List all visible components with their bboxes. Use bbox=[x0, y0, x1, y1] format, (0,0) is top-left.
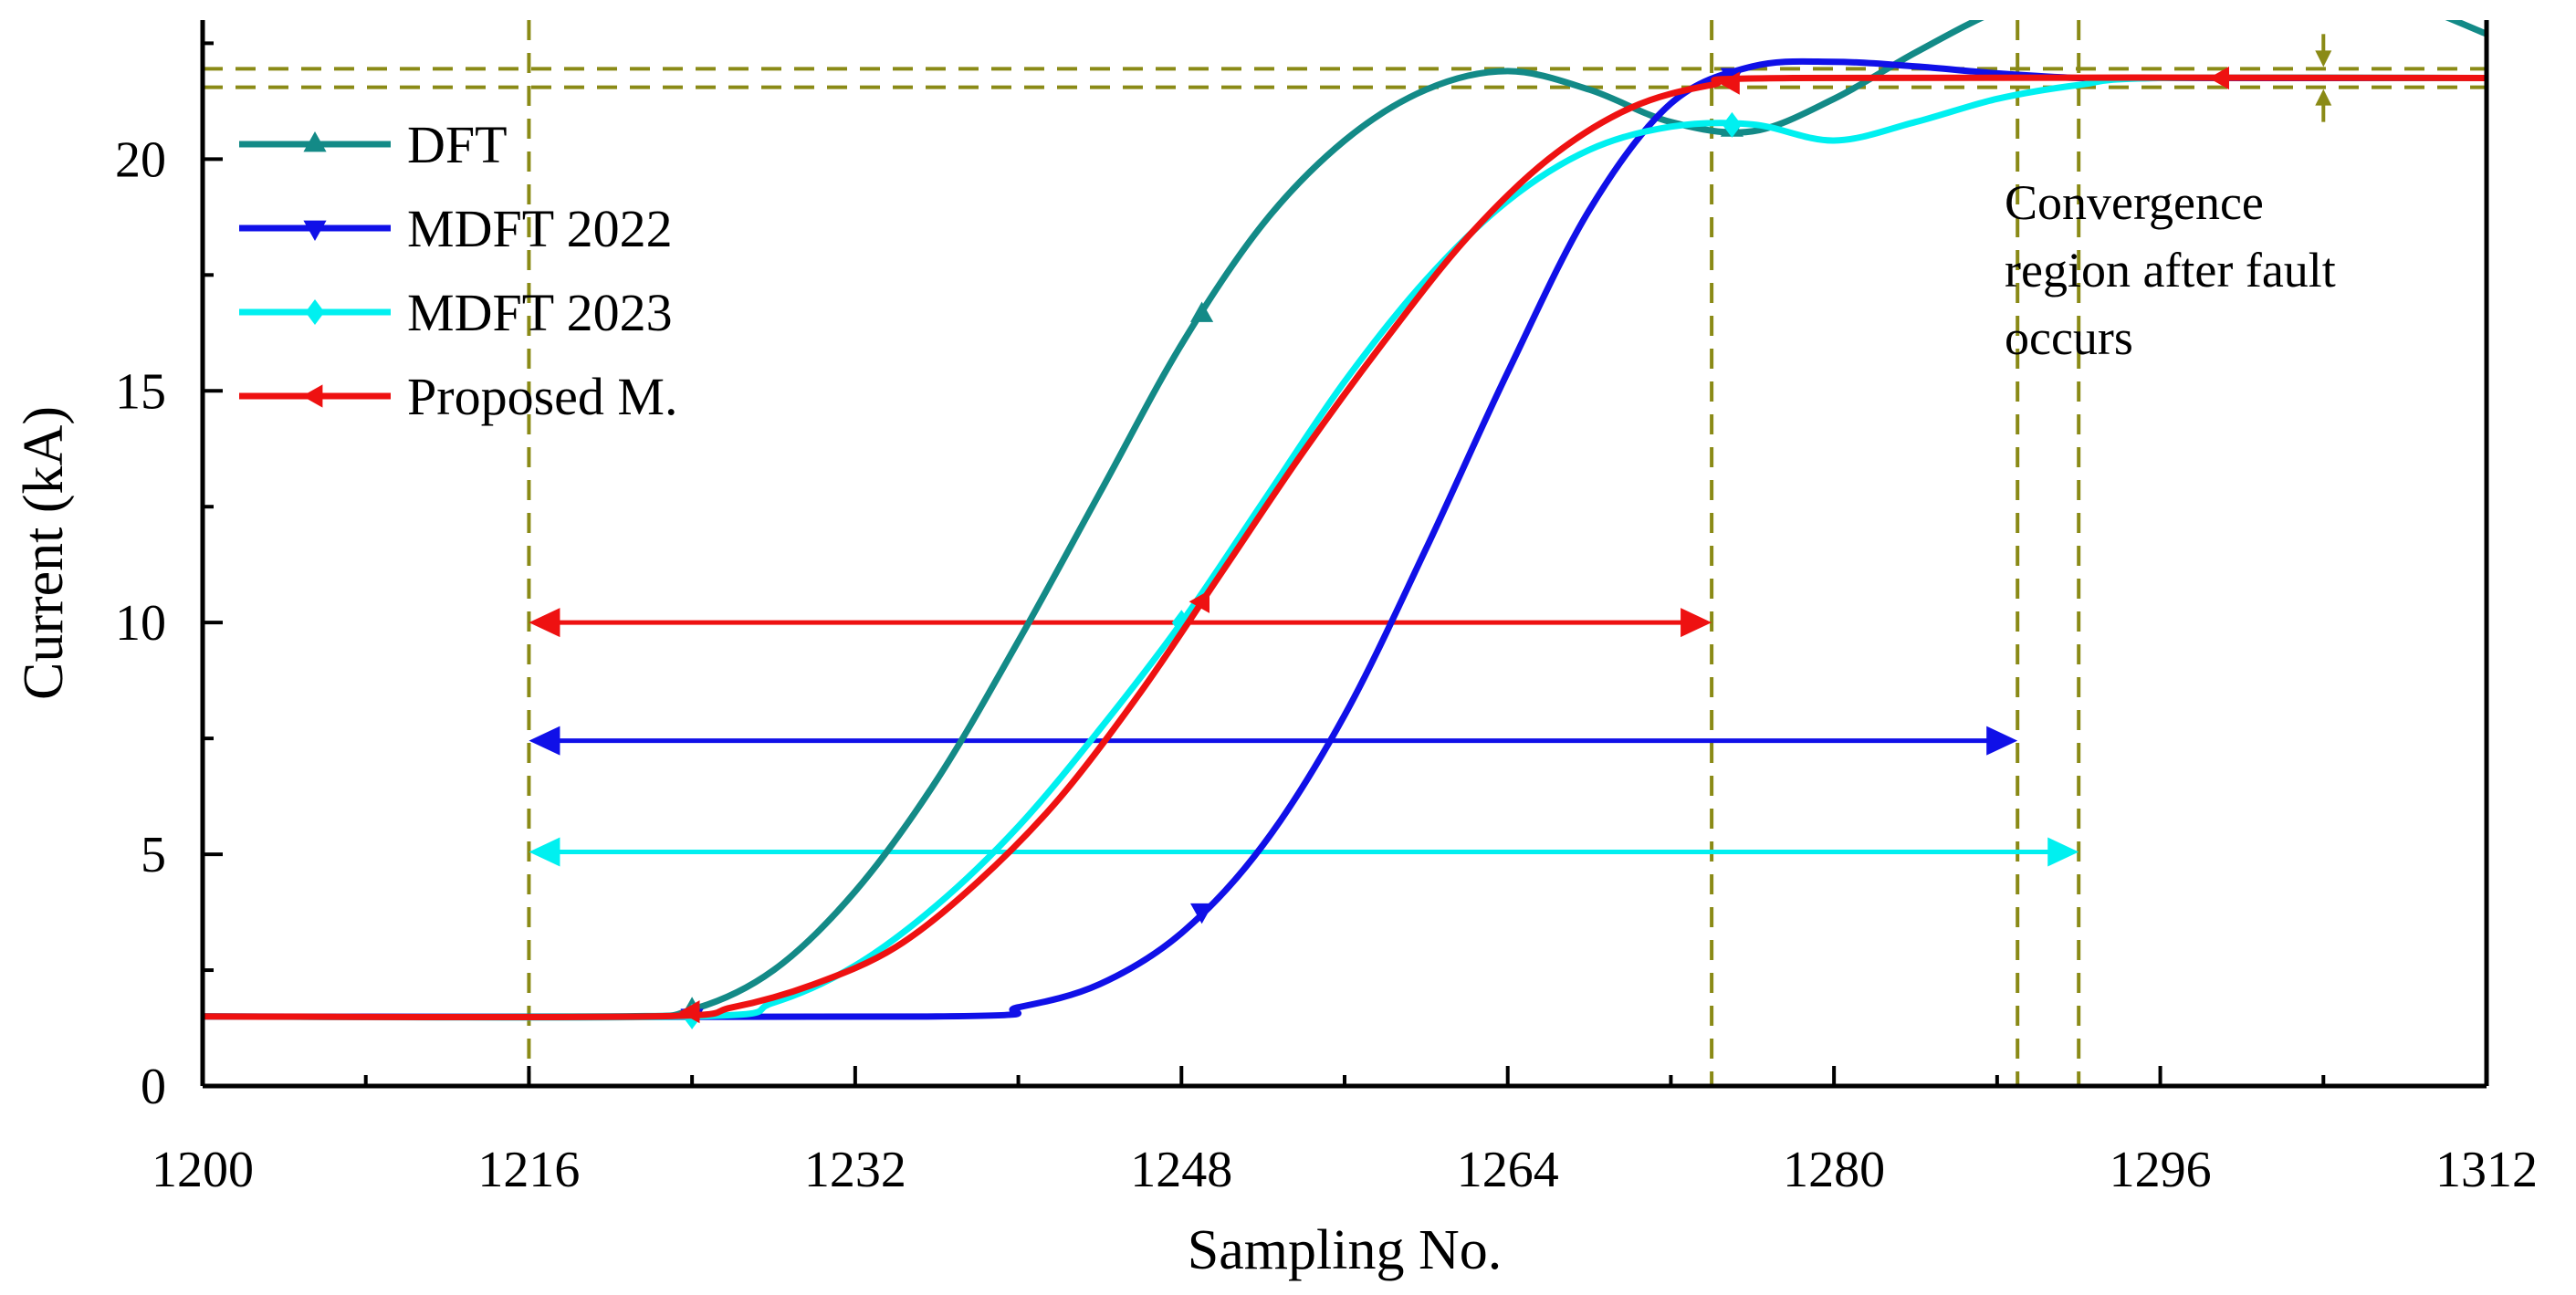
x-ticks: 1200 1216 1232 1248 1264 1280 1296 1312 bbox=[152, 1066, 2538, 1198]
x-tick-label: 1264 bbox=[1457, 1142, 1559, 1198]
band-arrow-head bbox=[2315, 50, 2332, 68]
band-arrow-head bbox=[2315, 89, 2332, 106]
convergence-arrow-head bbox=[529, 726, 560, 756]
tolerance-band-marker bbox=[2315, 34, 2332, 122]
series-marker bbox=[679, 1000, 700, 1024]
convergence-arrows bbox=[529, 608, 2079, 867]
y-ticks: 0 5 10 15 20 bbox=[115, 41, 223, 1115]
x-tick-label: 1216 bbox=[477, 1142, 580, 1198]
series-marker bbox=[1190, 301, 1214, 322]
x-tick-label: 1280 bbox=[1783, 1142, 1885, 1198]
legend-label: MDFT 2022 bbox=[407, 199, 673, 258]
series-lines bbox=[203, 20, 2487, 1029]
series-marker bbox=[1719, 71, 1740, 95]
series-line bbox=[203, 57, 2487, 1021]
x-tick-label: 1232 bbox=[804, 1142, 906, 1198]
y-tick-label: 20 bbox=[115, 131, 166, 188]
legend-label: Proposed M. bbox=[407, 367, 677, 426]
y-axis-title: Current (kA) bbox=[13, 406, 75, 700]
x-tick-label: 1296 bbox=[2110, 1142, 2212, 1198]
series-line bbox=[203, 74, 2487, 1021]
series-line bbox=[203, 20, 2487, 1020]
annotation-line-2: region after fault bbox=[2005, 243, 2336, 298]
convergence-arrow-head bbox=[529, 608, 560, 638]
legend-label: MDFT 2023 bbox=[407, 283, 673, 342]
y-tick-label: 5 bbox=[141, 827, 166, 883]
convergence-arrow-head bbox=[529, 837, 560, 867]
series-marker bbox=[1189, 590, 1209, 613]
y-tick-label: 15 bbox=[115, 363, 166, 420]
legend-swatch-marker bbox=[303, 131, 327, 152]
legend-swatch-marker bbox=[302, 384, 323, 408]
x-tick-label: 1200 bbox=[152, 1142, 254, 1198]
series-marker bbox=[2208, 66, 2229, 90]
annotation-line-3: occurs bbox=[2005, 310, 2133, 365]
reference-lines bbox=[203, 20, 2487, 1086]
x-tick-label: 1312 bbox=[2435, 1142, 2538, 1198]
annotation-line-1: Convergence bbox=[2005, 175, 2264, 230]
convergence-arrow-head bbox=[1986, 726, 2018, 756]
x-axis-title: Sampling No. bbox=[1188, 1219, 1502, 1281]
convergence-arrow-head bbox=[2047, 837, 2079, 867]
series-marker bbox=[1190, 903, 1214, 924]
y-tick-label: 10 bbox=[115, 595, 166, 652]
legend-swatch-marker bbox=[303, 220, 327, 241]
x-tick-label: 1248 bbox=[1130, 1142, 1232, 1198]
y-tick-label: 0 bbox=[141, 1059, 166, 1115]
legend-swatch-marker bbox=[305, 299, 325, 325]
convergence-arrow-head bbox=[1681, 608, 1712, 638]
axes: 1200 1216 1232 1248 1264 1280 1296 1312 0 5 10 15 2… bbox=[115, 20, 2538, 1198]
convergence-annotation: Convergence region after fault occurs bbox=[2005, 175, 2348, 365]
legend: DFT MDFT 2022 MDFT 2023 Proposed M. bbox=[239, 115, 677, 426]
legend-label: DFT bbox=[407, 115, 508, 174]
series-marker bbox=[1722, 111, 1742, 138]
